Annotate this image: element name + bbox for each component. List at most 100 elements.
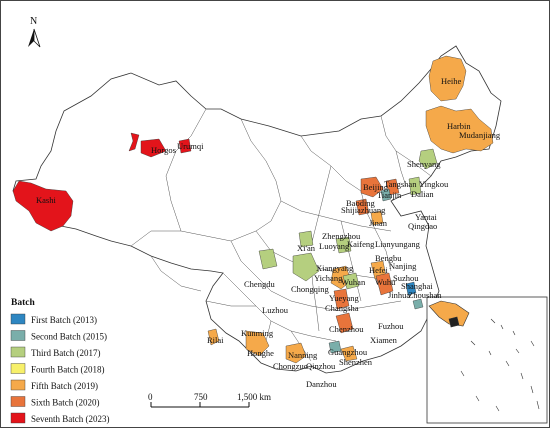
city-label-chenzhou: Chenzhou xyxy=(329,324,364,334)
zone-zhoushan xyxy=(412,298,424,310)
scale-bar: 0 750 1,500 km xyxy=(148,392,271,408)
zone-anhui xyxy=(375,272,394,296)
legend-label: First Batch (2013) xyxy=(31,315,97,325)
legend-label: Fourth Batch (2018) xyxy=(31,365,105,375)
city-label-fuzhou: Fuzhou xyxy=(378,321,404,331)
city-label-changsha: Changsha xyxy=(325,303,359,313)
city-label-honghe: Honghe xyxy=(247,348,274,358)
city-label-mudanjiang: Mudanjiang xyxy=(459,130,501,140)
city-label-nanjing: Nanjing xyxy=(389,261,417,271)
zone-jinan xyxy=(370,210,384,226)
legend-swatch xyxy=(10,363,26,374)
city-label-kaifeng: Kaifeng xyxy=(347,239,375,249)
zone-shanghai xyxy=(405,281,417,296)
zone-kashi xyxy=(12,180,74,232)
zone-urumqi xyxy=(178,138,192,154)
zone-dalian xyxy=(408,176,422,196)
zone-wuhan xyxy=(342,272,360,290)
city-label-harbin: Harbin xyxy=(447,121,471,131)
city-label-chongqing: Chongqing xyxy=(291,284,330,294)
city-label-yueyang: Yueyang xyxy=(329,293,359,303)
city-label-qinzhou: Qinzhou xyxy=(306,361,336,371)
zone-heihe xyxy=(428,55,467,102)
city-label-shenzhen: Shenzhen xyxy=(339,357,373,367)
legend-swatch xyxy=(10,313,26,325)
city-label-guangzhou: Guangzhou xyxy=(328,347,368,357)
city-label-shijiazhuang: Shijiazhuang xyxy=(341,205,386,215)
city-label-chongzuo: Chongzuo xyxy=(273,361,308,371)
zone-shenzhen xyxy=(340,345,358,362)
city-label-yingkou: Yingkou xyxy=(419,179,449,189)
zone-horgos-lower xyxy=(140,138,167,158)
city-label-jinan: Jinan xyxy=(369,218,388,228)
zone-honghe xyxy=(245,330,270,357)
city-label-nanning: Nanning xyxy=(288,350,318,360)
city-label-zhengzhou: Zhengzhou xyxy=(322,231,361,241)
city-label-chengdu: Chengdu xyxy=(244,279,275,289)
scale-label-750: 750 xyxy=(194,392,208,402)
city-label-danzhou: Danzhou xyxy=(306,379,337,389)
legend-swatch xyxy=(10,379,26,391)
city-label-qingdao: Qingdao xyxy=(408,221,437,231)
zone-beijing xyxy=(360,176,384,198)
zone-guangzhou xyxy=(328,340,342,354)
legend-swatch xyxy=(10,396,26,407)
north-label: N xyxy=(30,16,37,27)
legend: Batch First Batch (2013) Second Batch (20… xyxy=(10,298,109,424)
inset-islands xyxy=(428,300,540,412)
city-label-xian: Xi'an xyxy=(297,243,316,253)
legend-label: Seventh Batch (2023) xyxy=(31,414,109,424)
legend-label: Fifth Batch (2019) xyxy=(31,381,98,391)
city-label-horgos: Horgos xyxy=(151,145,176,155)
city-label-beijing: Beijing xyxy=(363,182,389,192)
legend-title: Batch xyxy=(11,298,35,308)
city-label-luoyang: Luoyang xyxy=(319,241,350,251)
scale-label-0: 0 xyxy=(148,392,153,402)
city-label-baoding: Baoding xyxy=(346,198,376,208)
zone-chongqing xyxy=(292,252,320,282)
zones xyxy=(12,55,494,364)
zone-tianjin xyxy=(380,188,392,202)
city-label-yantai: Yantai xyxy=(415,212,437,222)
city-label-rilai: Rilai xyxy=(207,335,224,345)
zone-xian xyxy=(298,230,314,248)
city-label-suzhou: Suzhou xyxy=(393,273,419,283)
city-labels: Horgos Urumqi Kashi Heihe Harbin Mudanji… xyxy=(36,76,501,389)
zone-shenyang xyxy=(418,148,438,170)
legend-swatch xyxy=(10,346,26,358)
zone-changsha xyxy=(333,288,350,310)
scale-label-1500: 1,500 km xyxy=(237,392,271,402)
city-label-urumqi: Urumqi xyxy=(177,141,204,151)
city-label-heihe: Heihe xyxy=(441,76,462,86)
city-label-tangshan: Tangshan xyxy=(384,179,417,189)
legend-label: Third Batch (2017) xyxy=(31,348,100,358)
zone-rilai xyxy=(207,328,220,346)
zone-chenzhou xyxy=(335,312,354,334)
zone-horgos xyxy=(128,132,140,152)
city-label-wuhan: Wuhan xyxy=(341,277,366,287)
zone-chengdu xyxy=(258,248,278,270)
zone-harbin xyxy=(425,105,494,154)
city-label-luzhou: Luzhou xyxy=(262,305,289,315)
city-label-shenyang: Shenyang xyxy=(407,159,441,169)
north-arrow-icon xyxy=(28,28,41,48)
city-label-kunming: Kunming xyxy=(241,328,274,338)
zone-nanning xyxy=(285,342,307,364)
city-label-yichang: Yichang xyxy=(314,273,343,283)
city-label-jinhua: Jinhua xyxy=(388,290,410,300)
legend-label: Sixth Batch (2020) xyxy=(31,398,100,408)
city-label-tianjin: Tianjin xyxy=(377,190,402,200)
city-label-zhoushan: Zhoushan xyxy=(408,290,442,300)
city-label-xiamen: Xiamen xyxy=(370,335,398,345)
city-label-wuhu: Wuhu xyxy=(375,277,396,287)
legend-swatch xyxy=(10,330,26,341)
city-label-xiangyang: Xiangyang xyxy=(316,263,354,273)
legend-label: Second Batch (2015) xyxy=(31,332,107,342)
zone-hebei xyxy=(355,198,370,216)
zone-henan xyxy=(335,236,352,254)
china-outline xyxy=(12,45,502,374)
city-label-shanghai: Shanghai xyxy=(401,281,433,291)
city-label-kashi: Kashi xyxy=(36,195,56,205)
